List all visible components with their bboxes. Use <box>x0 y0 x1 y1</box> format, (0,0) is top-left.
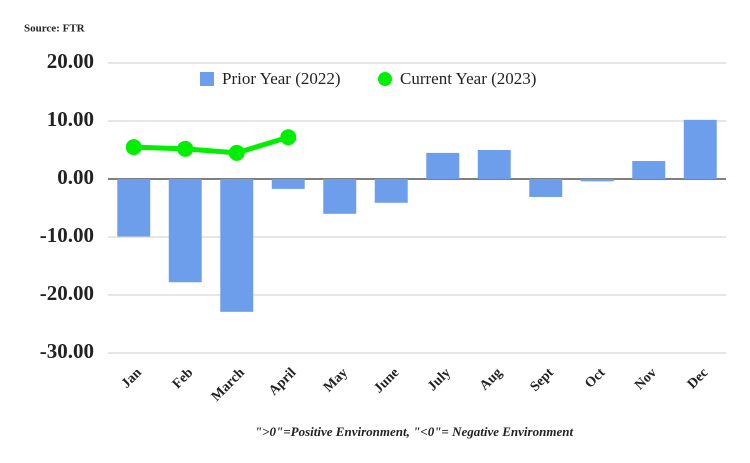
bar <box>220 179 254 312</box>
bar <box>323 179 357 214</box>
point <box>125 139 142 156</box>
legend-label: Prior Year (2022) <box>222 69 341 88</box>
source: Source: FTR <box>24 23 86 35</box>
line <box>133 134 289 156</box>
x-tick-label: Sept <box>528 365 558 395</box>
x-tick-label: Dec <box>685 365 712 392</box>
legend-marker <box>200 72 214 86</box>
y-tick-label: -20.00 <box>40 281 94 305</box>
x-tick-label: Oct <box>582 365 608 391</box>
bar <box>632 161 666 179</box>
y-tick-label: -30.00 <box>40 339 94 363</box>
bar <box>683 119 717 179</box>
x-tick-label: Feb <box>170 365 197 392</box>
y-tick-label: 20.00 <box>47 49 94 73</box>
bar <box>271 179 305 189</box>
y-tick-label: 10.00 <box>47 107 94 131</box>
x-tick-label: Nov <box>632 365 660 393</box>
y-tick-label: 0.00 <box>57 165 94 189</box>
legend-marker <box>378 72 392 86</box>
point <box>228 144 245 161</box>
x-tick-label: Jan <box>119 365 145 391</box>
bar <box>477 150 511 179</box>
x-tick-label: April <box>266 365 299 398</box>
bar <box>580 179 614 182</box>
bar <box>374 179 408 203</box>
y-tick-label: -10.00 <box>40 223 94 247</box>
point <box>280 129 297 146</box>
legend-label: Current Year (2023) <box>400 69 536 88</box>
bar <box>529 179 563 197</box>
bar <box>426 152 460 179</box>
x-tick-label: July <box>425 365 454 394</box>
bar <box>168 179 202 283</box>
x-tick-label: Aug <box>477 365 505 393</box>
point <box>177 140 194 157</box>
x-tick-label: March <box>209 365 248 404</box>
footnote: ">0"=Positive Environment, "<0"= Negativ… <box>255 424 574 439</box>
x-tick-label: May <box>321 365 351 395</box>
x-tick-label: June <box>371 365 402 396</box>
bar <box>117 179 151 237</box>
